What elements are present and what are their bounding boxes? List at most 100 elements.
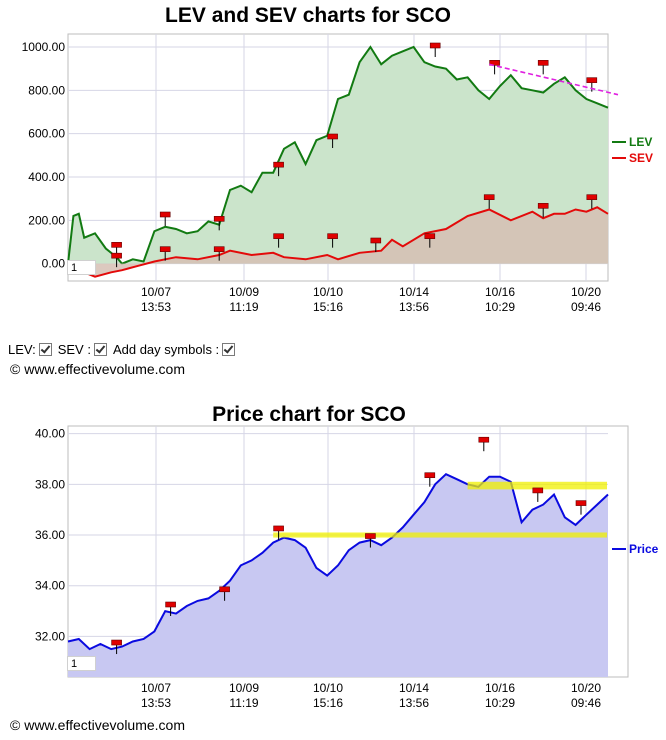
sev-toggle-label: SEV :: [57, 342, 91, 357]
x-tick-time: 10:29: [485, 300, 515, 314]
x-tick-time: 11:19: [229, 696, 258, 710]
support-band: [467, 481, 607, 490]
x-tick-time: 13:53: [141, 696, 171, 710]
day-marker: [273, 233, 284, 239]
x-tick-date: 10/07: [141, 285, 171, 299]
lev-area: [68, 47, 608, 264]
x-tick-date: 10/16: [485, 285, 515, 299]
day-marker: [213, 246, 225, 252]
price-chart-title: Price chart for SCO: [212, 403, 406, 426]
sev-line: [67, 206, 609, 278]
day-marker: [213, 216, 225, 222]
y-tick-label: 800.00: [28, 83, 65, 97]
y-tick-label: 600.00: [28, 127, 65, 141]
sev-area: [68, 207, 608, 277]
x-tick-date: 10/09: [229, 285, 259, 299]
x-tick-date: 10/20: [571, 681, 601, 695]
x-tick-time: 13:56: [399, 300, 429, 314]
day-marker: [111, 252, 122, 259]
day-marker: [365, 533, 376, 539]
day-marker: [111, 639, 122, 646]
price-support-bands: [273, 481, 607, 538]
day-marker: [532, 487, 544, 494]
lev-sev-day-markers: [111, 42, 598, 268]
lev-page-box[interactable]: 1: [67, 260, 96, 275]
y-tick-label: 1000.00: [22, 40, 66, 54]
price-day-markers: [111, 436, 587, 655]
day-marker: [575, 500, 587, 506]
day-marker: [219, 586, 230, 593]
day-marker: [586, 77, 598, 83]
sev-legend-label: SEV: [629, 151, 653, 165]
x-tick-date: 10/14: [399, 285, 429, 299]
series-toggles: LEV: SEV : Add day symbols :: [8, 342, 238, 357]
day-marker: [424, 233, 436, 239]
x-tick-date: 10/09: [229, 681, 259, 695]
price-chart: Price chart for SCO 32.00 34.00 36.00 38.00…: [35, 403, 659, 710]
lev-sev-y-axis: 0.00 200.00 400.00 600.00 800.00 1000.00: [22, 40, 66, 271]
day-symbols-checkbox[interactable]: [222, 343, 236, 356]
day-marker: [537, 203, 549, 209]
x-tick-time: 15:16: [313, 696, 343, 710]
day-marker: [165, 601, 176, 608]
price-y-axis: 32.00 34.00 36.00 38.00 40.00: [35, 427, 65, 644]
day-marker: [424, 472, 436, 479]
lev-line: [67, 45, 609, 265]
x-tick-time: 13:56: [399, 696, 429, 710]
x-tick-time: 09:46: [571, 300, 601, 314]
day-marker: [273, 525, 284, 532]
price-legend-label: Price: [629, 542, 659, 556]
lev-legend-label: LEV: [629, 135, 652, 149]
lev-sev-series: [67, 45, 609, 278]
y-tick-label: 400.00: [28, 170, 65, 184]
x-tick-date: 10/10: [313, 681, 343, 695]
day-marker: [159, 246, 171, 252]
x-tick-date: 10/14: [399, 681, 429, 695]
y-tick-label: 38.00: [35, 477, 65, 491]
x-tick-date: 10/16: [485, 681, 515, 695]
copyright-bottom: © www.effectivevolume.com: [10, 717, 186, 733]
lev-legend: LEV SEV: [612, 135, 653, 165]
price-page-box[interactable]: 1: [67, 656, 96, 671]
day-marker: [327, 133, 338, 140]
x-tick-time: 13:53: [141, 300, 171, 314]
day-marker: [478, 436, 490, 443]
day-marker: [327, 233, 338, 239]
x-tick-time: 15:16: [313, 300, 343, 314]
price-area: [68, 474, 608, 677]
y-tick-label: 36.00: [35, 528, 65, 542]
price-series: [67, 473, 609, 677]
lev-sev-chart-title: LEV and SEV charts for SCO: [165, 4, 451, 27]
day-marker: [111, 242, 122, 248]
price-line: [67, 473, 609, 651]
day-marker: [429, 42, 441, 49]
price-legend: Price: [612, 542, 659, 556]
sev-checkbox[interactable]: [93, 343, 107, 356]
x-tick-time: 11:19: [229, 300, 258, 314]
day-marker: [273, 161, 284, 168]
x-tick-date: 10/20: [571, 285, 601, 299]
day-marker: [489, 60, 500, 66]
day-marker: [537, 60, 549, 66]
x-tick-date: 10/10: [313, 285, 343, 299]
x-tick-time: 10:29: [485, 696, 515, 710]
day-marker: [483, 194, 495, 200]
support-band: [273, 532, 607, 538]
y-tick-label: 0.00: [42, 257, 66, 271]
y-tick-label: 34.00: [35, 579, 65, 593]
lev-trendline: [489, 63, 619, 96]
copyright-top: © www.effectivevolume.com: [10, 361, 186, 377]
day-marker: [586, 194, 598, 200]
lev-checkbox[interactable]: [38, 343, 52, 356]
day-marker: [159, 211, 171, 218]
x-tick-date: 10/07: [141, 681, 171, 695]
y-tick-label: 32.00: [35, 629, 65, 643]
y-tick-label: 40.00: [35, 427, 65, 441]
day-symbols-label: Add day symbols :: [112, 342, 220, 357]
y-tick-label: 200.00: [28, 213, 65, 227]
x-tick-time: 09:46: [571, 696, 601, 710]
lev-sev-chart: LEV and SEV charts for SCO 0.00 200.00 400…: [22, 4, 653, 314]
